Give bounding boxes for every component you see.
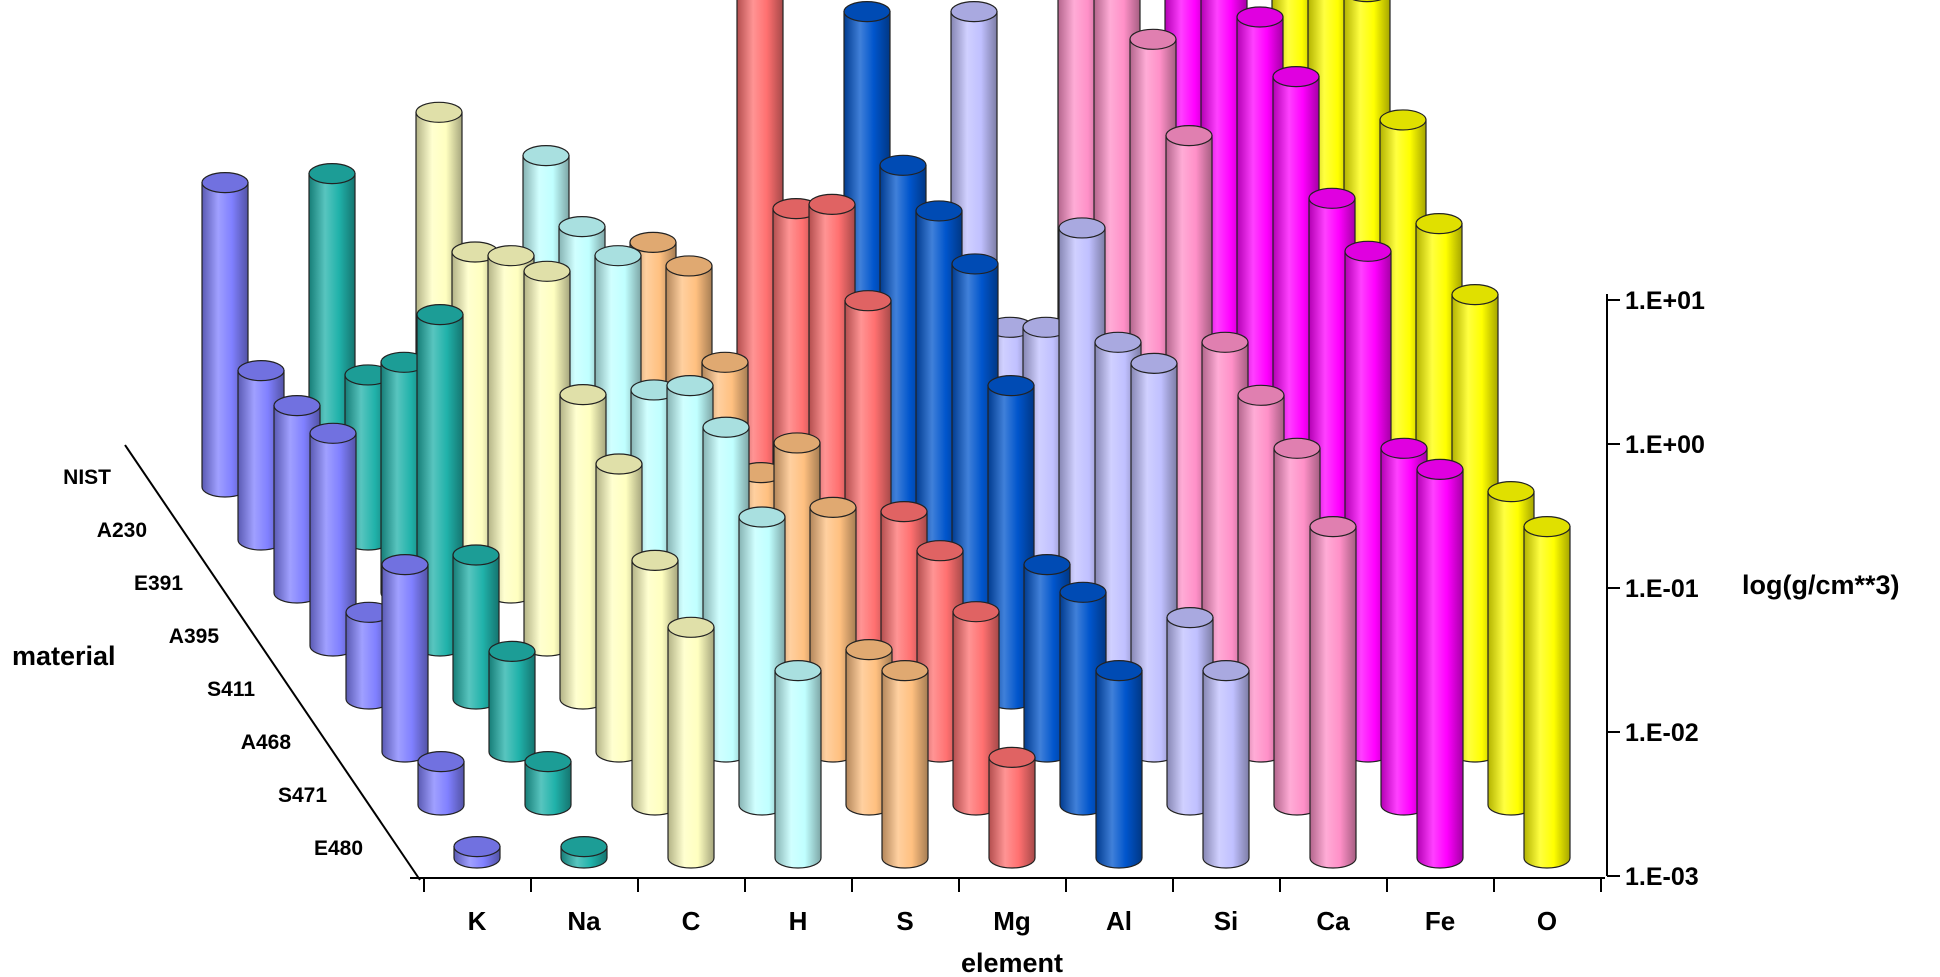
bar-al-e480: [1095, 660, 1143, 869]
bar-c-s471: [631, 549, 679, 816]
bar-si-a468: [1130, 352, 1178, 763]
y-tick-label: 1.E-03: [1625, 863, 1699, 891]
bar-k-a230: [237, 360, 285, 551]
bar-k-s471: [417, 751, 465, 816]
bar-ca-s471: [1273, 437, 1321, 816]
bar-k-a468: [381, 554, 429, 763]
bar-c-s411: [559, 383, 607, 710]
element-label-ca: Ca: [1316, 906, 1350, 936]
bar-ca-e480: [1309, 516, 1357, 869]
element-label-o: O: [1537, 906, 1557, 936]
element-ticks: K Na C H S Mg Al Si Ca Fe O: [423, 878, 1602, 936]
bar-fe-e480: [1416, 458, 1464, 869]
bar-si-e480: [1202, 660, 1250, 869]
bar-fe-s471: [1380, 437, 1428, 816]
material-axis-line: [124, 444, 421, 881]
element-label-s: S: [896, 906, 913, 936]
material-label-a230: A230: [97, 519, 147, 542]
bar-h-e480: [774, 660, 822, 869]
bar-mg-e480: [988, 746, 1036, 869]
material-label-nist: NIST: [63, 466, 111, 489]
bar-k-e391: [273, 395, 321, 604]
bar-al-s471: [1059, 581, 1107, 816]
material-label-s471: S471: [278, 784, 327, 807]
bar-c-e480: [667, 616, 715, 869]
element-label-k: K: [468, 906, 487, 936]
material-label-e480: E480: [314, 837, 363, 860]
bar-s-e480: [881, 660, 929, 869]
bar-k-nist: [201, 171, 249, 498]
material-label-a395: A395: [169, 625, 220, 648]
element-label-mg: Mg: [993, 906, 1031, 936]
element-label-h: H: [789, 906, 808, 936]
element-axis-title: element: [961, 948, 1063, 977]
bar-na-a468: [488, 640, 536, 763]
y-axis-title: log(g/cm**3): [1742, 570, 1900, 600]
bar-na-s471: [524, 751, 572, 816]
y-tick-label: 1.E+01: [1625, 287, 1705, 315]
material-axis-title: material: [12, 641, 116, 671]
bar-al-a468: [1023, 554, 1071, 763]
bar-o-e480: [1523, 516, 1571, 869]
y-ticks: 1.E-03 1.E-02 1.E-01 1.E+00 1.E+01: [1607, 287, 1705, 891]
bar-k-s411: [345, 601, 393, 710]
element-label-fe: Fe: [1425, 906, 1455, 936]
element-label-al: Al: [1106, 906, 1132, 936]
material-labels: NIST A230 E391 A395 S411 A468 S471 E480: [63, 466, 363, 860]
y-tick-label: 1.E-01: [1625, 575, 1699, 603]
bar-k-e480: [453, 835, 501, 869]
bar-s-s471: [845, 638, 893, 816]
material-label-s411: S411: [207, 678, 255, 701]
bar-h-s471: [738, 506, 786, 816]
element-label-na: Na: [567, 906, 601, 936]
bars-group: [201, 0, 1571, 869]
bar-na-e480: [560, 835, 608, 869]
material-label-a468: A468: [241, 731, 292, 754]
bar-c-a468: [595, 453, 643, 763]
element-label-si: Si: [1214, 906, 1239, 936]
element-label-c: C: [682, 906, 701, 936]
material-label-e391: E391: [134, 572, 183, 595]
y-tick-label: 1.E-02: [1625, 719, 1699, 747]
y-tick-label: 1.E+00: [1625, 431, 1705, 459]
